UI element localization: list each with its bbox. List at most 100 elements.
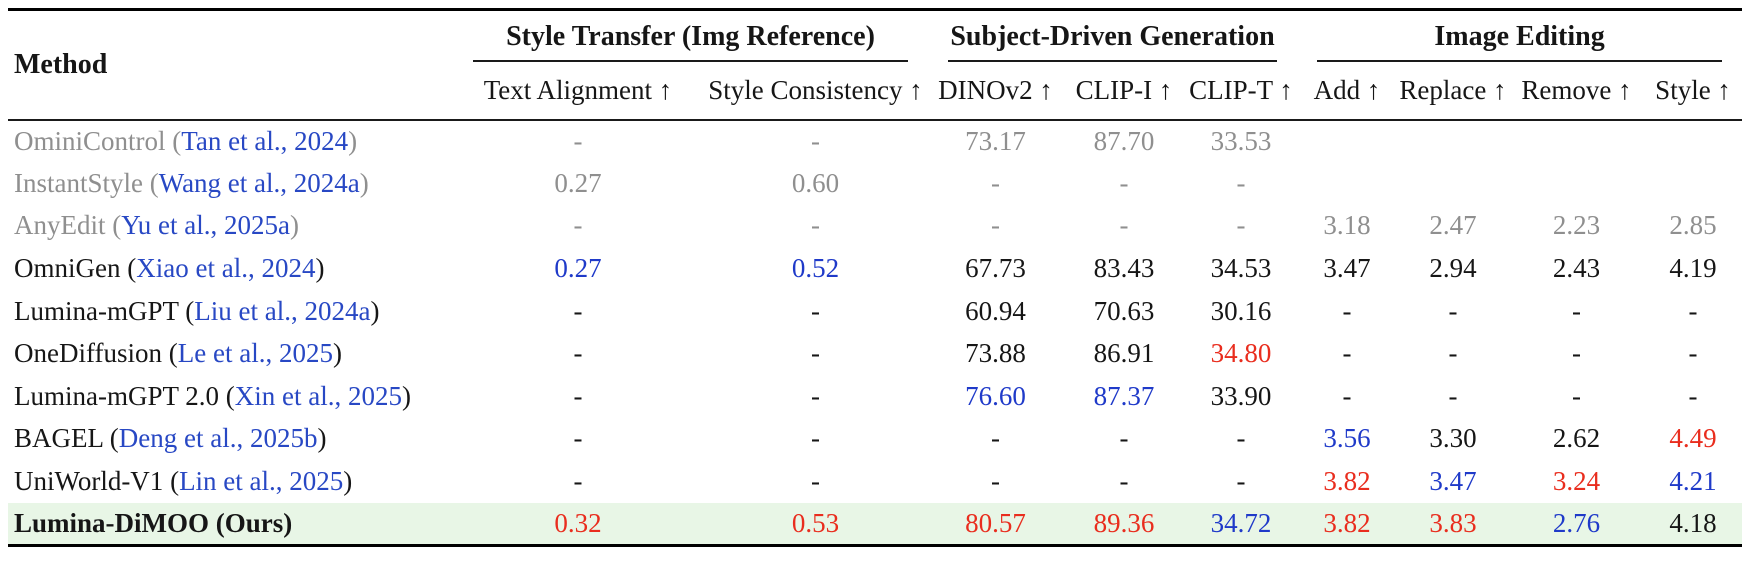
metric-cell: 4.18 <box>1669 507 1717 538</box>
method-name: Lumina-mGPT <box>14 295 179 326</box>
metric-cell: 2.43 <box>1552 253 1601 284</box>
method-name: OminiControl <box>14 125 166 156</box>
metric-cell <box>1297 162 1397 205</box>
citation-paren: ( <box>120 253 137 284</box>
metric-cell: - <box>1448 338 1458 369</box>
method-name: Lumina-mGPT 2.0 <box>14 380 219 411</box>
metric-cell: - <box>1236 210 1246 241</box>
citation-paren: ( <box>162 338 178 369</box>
citation-paren: ( <box>103 423 119 454</box>
metric-cell: 2.47 <box>1429 210 1477 241</box>
metric-cell: 3.82 <box>1323 466 1371 497</box>
metric-cell: 3.18 <box>1323 210 1371 241</box>
metric-cell: - <box>573 210 583 241</box>
group-header-row: Method Style Transfer (Img Reference) Su… <box>8 9 1742 121</box>
metric-cell: - <box>573 295 583 326</box>
metric-cell: 0.27 <box>554 167 602 198</box>
metric-cell: 3.82 <box>1323 507 1371 538</box>
metric-cell: 4.49 <box>1669 423 1717 454</box>
metric-cell <box>1397 162 1509 205</box>
citation-paren: ( <box>219 380 235 411</box>
table-row: InstantStyle (Wang et al., 2024a) 0.27 0.6… <box>8 162 1742 205</box>
col-header-replace: Replace ↑ <box>1397 61 1510 121</box>
metric-cell: - <box>1572 338 1582 369</box>
col-header-remove: Remove ↑ <box>1509 61 1645 121</box>
group-subject-driven: Subject-Driven Generation <box>928 10 1297 62</box>
metric-cell: 34.53 <box>1210 253 1272 284</box>
col-header-add: Add ↑ <box>1297 61 1398 121</box>
metric-cell: 2.76 <box>1552 507 1601 538</box>
metric-cell: - <box>1119 210 1129 241</box>
table-row: AnyEdit (Yu et al., 2025a) - - - - - 3.18 2.47 2… <box>8 205 1742 248</box>
metric-cell: 67.73 <box>965 253 1026 284</box>
metric-header-row: Text Alignment ↑ Style Consistency ↑ DIN… <box>8 61 1743 121</box>
table-row: OminiControl (Tan et al., 2024) - - 73.17 87… <box>8 120 1742 163</box>
metric-cell <box>1644 120 1742 163</box>
method-cell: Lumina-mGPT 2.0 (Xin et al., 2025) <box>8 375 453 418</box>
method-cell: AnyEdit (Yu et al., 2025a) <box>8 205 453 248</box>
method-name: AnyEdit <box>14 210 106 241</box>
method-column-header: Method <box>8 9 453 121</box>
metric-cell: - <box>1572 295 1582 326</box>
metric-cell: 86.91 <box>1093 338 1155 369</box>
metric-cell: - <box>573 423 583 454</box>
group-style-transfer: Style Transfer (Img Reference) <box>453 10 928 62</box>
metric-cell: - <box>1688 295 1698 326</box>
metric-cell: 0.52 <box>791 253 840 284</box>
metric-cell: 3.83 <box>1429 507 1477 538</box>
citation-paren: ) <box>289 210 299 241</box>
metric-cell: 3.30 <box>1429 423 1477 454</box>
method-cell: OminiControl (Tan et al., 2024) <box>8 120 453 163</box>
metric-cell: - <box>811 380 820 411</box>
metric-cell: - <box>573 338 583 369</box>
metric-cell: 83.43 <box>1093 253 1155 284</box>
metric-cell: - <box>1236 423 1246 454</box>
metric-cell: 3.56 <box>1323 423 1371 454</box>
citation-link[interactable]: Le et al., 2025 <box>177 338 333 369</box>
method-name: BAGEL <box>14 423 103 454</box>
metric-cell: 87.70 <box>1093 125 1155 156</box>
metric-cell <box>1397 120 1509 163</box>
metric-cell <box>1644 162 1742 205</box>
citation-link[interactable]: Wang et al., 2024a <box>158 167 360 198</box>
citation-paren: ) <box>317 423 327 454</box>
metric-cell: - <box>1236 167 1246 198</box>
metric-cell: 80.57 <box>965 507 1026 538</box>
citation-paren: ) <box>370 295 380 326</box>
citation-link[interactable]: Xin et al., 2025 <box>234 380 402 411</box>
metric-cell: - <box>1119 423 1129 454</box>
metric-cell: 70.63 <box>1093 295 1155 326</box>
table-body: OminiControl (Tan et al., 2024) - -73.17 87… <box>8 120 1743 546</box>
citation-paren: ) <box>343 466 353 497</box>
metric-cell <box>1297 120 1397 163</box>
metric-cell: 34.72 <box>1210 507 1272 538</box>
metric-cell: - <box>991 466 1000 497</box>
citation-link[interactable]: Liu et al., 2024a <box>194 295 371 326</box>
metric-cell: - <box>1342 295 1352 326</box>
method-cell: Lumina-mGPT (Liu et al., 2024a) <box>8 290 453 333</box>
metric-cell: 0.32 <box>554 507 602 538</box>
col-header-clip-t: CLIP-T ↑ <box>1185 61 1298 121</box>
metric-cell: - <box>811 295 820 326</box>
method-cell: InstantStyle (Wang et al., 2024a) <box>8 162 453 205</box>
citation-link[interactable]: Deng et al., 2025b <box>118 423 318 454</box>
metric-cell: - <box>573 466 583 497</box>
citation-paren: ( <box>105 210 122 241</box>
metric-cell: 73.17 <box>965 125 1026 156</box>
citation-link[interactable]: Xiao et al., 2024 <box>136 253 316 284</box>
citation-link[interactable]: Yu et al., 2025a <box>121 210 290 241</box>
metric-cell: 4.21 <box>1669 466 1717 497</box>
metric-cell: 34.80 <box>1210 338 1272 369</box>
citation-link[interactable]: Tan et al., 2024 <box>181 125 349 156</box>
metric-cell: - <box>573 125 583 156</box>
metric-cell: - <box>991 423 1000 454</box>
col-header-style: Style ↑ <box>1644 61 1743 121</box>
citation-paren: ) <box>315 253 325 284</box>
metric-cell: 3.47 <box>1429 466 1477 497</box>
col-header-clip-i: CLIP-I ↑ <box>1063 61 1185 121</box>
metric-cell: - <box>1342 338 1352 369</box>
metric-cell: - <box>1119 466 1129 497</box>
citation-link[interactable]: Lin et al., 2025 <box>179 466 344 497</box>
metric-cell: - <box>811 466 820 497</box>
metric-cell: - <box>811 125 820 156</box>
